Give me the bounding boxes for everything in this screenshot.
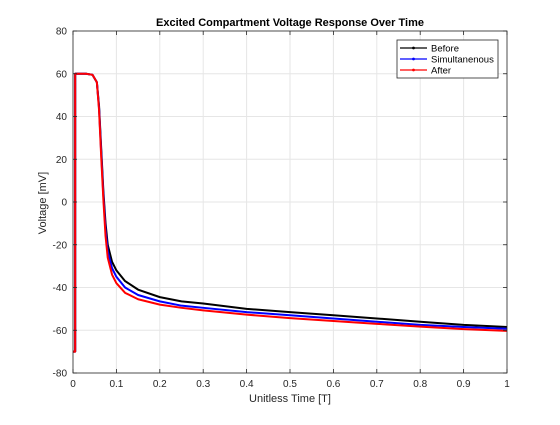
y-tick-label-8: 80 (56, 27, 68, 38)
legend-label-simultanenous: Simultanenous (431, 55, 494, 66)
x-tick-label-2: 0.2 (153, 379, 167, 390)
x-tick-label-4: 0.4 (240, 379, 254, 390)
x-tick-label-1: 0.1 (109, 379, 123, 390)
x-tick-label-6: 0.6 (326, 379, 340, 390)
x-tick-label-7: 0.7 (370, 379, 384, 390)
y-tick-label-0: -80 (53, 369, 68, 380)
x-axis-label: Unitless Time [T] (249, 393, 331, 405)
y-tick-label-7: 60 (56, 69, 68, 80)
plot-area: 0 0.1 0.2 0.3 0.4 0.5 0.6 0.7 0.8 0.9 1 -80 -60 -40 -2… (53, 27, 511, 391)
legend-label-before: Before (431, 44, 459, 55)
x-tick-label-5: 0.5 (283, 379, 297, 390)
legend-marker-after (412, 68, 415, 72)
x-tick-label-8: 0.8 (413, 379, 427, 390)
y-tick-label-5: 20 (56, 155, 68, 166)
y-tick-label-2: -40 (53, 283, 68, 294)
legend-marker-before (412, 46, 415, 50)
y-tick-label-6: 40 (56, 112, 68, 123)
y-tick-label-3: -20 (53, 240, 68, 251)
y-tick-label-4: 0 (61, 198, 67, 209)
y-axis-label: Voltage [mV] (37, 172, 49, 234)
legend-label-after: After (431, 66, 451, 77)
x-tick-label-9: 0.9 (457, 379, 471, 390)
chart-title: Excited Compartment Voltage Response Ove… (156, 17, 424, 29)
x-tick-label-10: 1 (504, 379, 510, 390)
legend-marker-simultanenous (412, 57, 415, 61)
x-tick-label-3: 0.3 (196, 379, 210, 390)
x-tick-label-0: 0 (70, 379, 76, 390)
y-tick-label-1: -60 (53, 326, 68, 337)
series-line-after (73, 72, 508, 353)
